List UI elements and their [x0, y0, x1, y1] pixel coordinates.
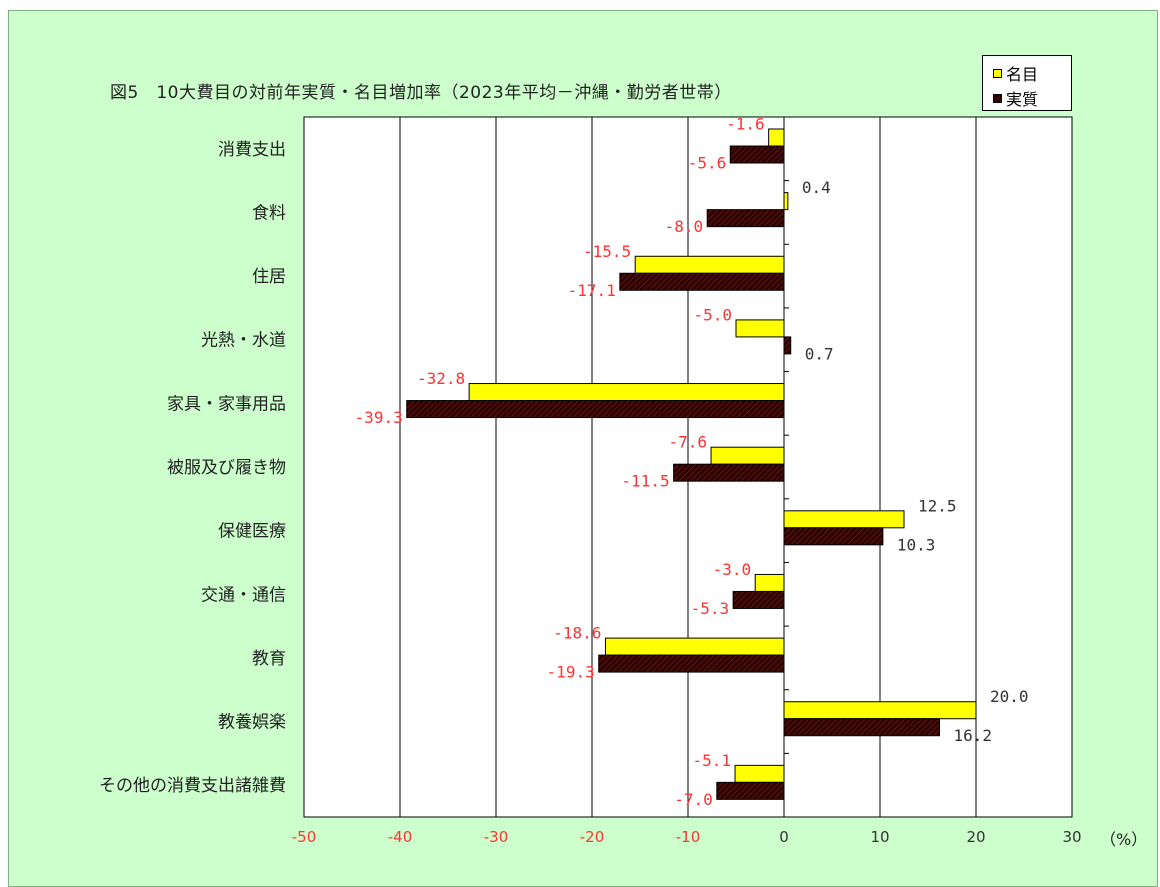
value-label-nominal: -18.6	[553, 624, 601, 643]
value-label-real: 16.2	[954, 726, 993, 745]
legend-swatch-nominal	[993, 68, 1002, 78]
value-label-nominal: 0.4	[802, 178, 831, 197]
x-tick-label: -30	[484, 828, 509, 846]
category-label: 保健医療	[218, 522, 286, 542]
legend-label-real: 実質	[1006, 90, 1039, 109]
bar-real	[783, 336, 792, 355]
bar-nominal	[734, 764, 785, 783]
bar-nominal	[783, 510, 905, 529]
value-label-nominal: 12.5	[918, 496, 957, 515]
category-label: 家具・家事用品	[167, 394, 286, 414]
bar-real	[619, 272, 785, 291]
category-label: 消費支出	[218, 140, 286, 160]
bar-nominal	[604, 637, 785, 656]
value-label-nominal: -32.8	[417, 369, 465, 388]
bar-real	[406, 400, 785, 419]
bar-real	[783, 527, 884, 546]
bar-real	[729, 145, 785, 164]
bar-real	[783, 718, 941, 737]
bar-nominal	[768, 128, 785, 147]
bar-nominal	[783, 192, 789, 211]
legend-swatch-real	[993, 93, 1002, 103]
bar-nominal	[783, 701, 977, 720]
category-label: その他の消費支出諸雑費	[99, 776, 286, 796]
bar-real	[716, 781, 785, 800]
value-label-nominal: -5.1	[693, 751, 732, 770]
value-label-nominal: -3.0	[713, 560, 752, 579]
bar-nominal	[754, 573, 785, 592]
bar-real	[673, 463, 785, 482]
value-label-real: 10.3	[897, 535, 936, 554]
value-label-nominal: -7.6	[669, 433, 708, 452]
chart-title: 図5 10大費目の対前年実質・名目増加率（2023年平均－沖縄・勤労者世帯）	[110, 83, 732, 103]
value-label-nominal: -5.0	[693, 305, 732, 324]
category-label: 光熱・水道	[201, 331, 286, 351]
x-tick-label: 10	[870, 828, 889, 846]
legend-item-real: 実質	[993, 86, 1038, 110]
value-label-real: -19.3	[547, 663, 595, 682]
legend-item-nominal: 名目	[993, 61, 1038, 85]
value-label-real: 0.7	[805, 344, 834, 363]
category-label: 教養娯楽	[218, 713, 286, 733]
x-tick-label: -40	[388, 828, 413, 846]
x-tick-label: 20	[966, 828, 985, 846]
value-label-nominal: -15.5	[583, 242, 631, 261]
legend-label-nominal: 名目	[1006, 65, 1039, 84]
legend: 名目 実質	[982, 55, 1072, 111]
category-label: 交通・通信	[201, 585, 286, 605]
value-label-real: -5.6	[688, 154, 727, 173]
value-label-real: -17.1	[568, 281, 616, 300]
bar-nominal	[634, 255, 785, 274]
x-axis-unit: （%）	[1100, 830, 1148, 849]
bar-real	[598, 654, 785, 673]
value-label-nominal: -1.6	[726, 115, 765, 134]
value-label-nominal: 20.0	[990, 687, 1029, 706]
value-label-real: -39.3	[355, 408, 403, 427]
bar-nominal	[735, 319, 785, 338]
value-label-real: -5.3	[691, 599, 730, 618]
x-tick-label: -10	[676, 828, 701, 846]
bar-real	[732, 590, 785, 609]
category-label: 食料	[252, 203, 286, 223]
x-tick-label: 30	[1062, 828, 1081, 846]
value-label-real: -7.0	[674, 790, 713, 809]
bar-nominal	[710, 446, 785, 465]
x-tick-label: -20	[580, 828, 605, 846]
bar-real	[706, 209, 785, 228]
value-label-real: -11.5	[621, 472, 669, 491]
category-label: 被服及び履き物	[167, 458, 286, 478]
x-tick-label: 0	[779, 828, 789, 846]
category-label: 住居	[252, 267, 286, 287]
bar-nominal	[468, 383, 785, 402]
value-label-real: -8.0	[665, 217, 704, 236]
x-tick-label: -50	[292, 828, 317, 846]
category-label: 教育	[252, 649, 286, 669]
